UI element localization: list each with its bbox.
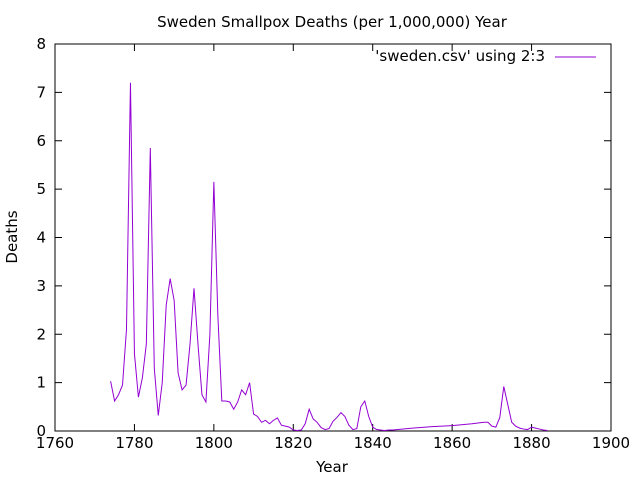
x-tick-label: 1820 <box>274 434 312 452</box>
y-tick-label: 4 <box>36 229 46 247</box>
x-tick-label: 1840 <box>354 434 392 452</box>
x-tick-label: 1900 <box>592 434 630 452</box>
series-line <box>110 82 548 432</box>
y-tick-label: 0 <box>36 422 46 440</box>
y-tick-label: 7 <box>36 83 46 101</box>
y-tick-label: 1 <box>36 374 46 392</box>
plot-frame <box>54 43 612 432</box>
x-tick-label: 1760 <box>36 434 74 452</box>
legend: 'sweden.csv' using 2:3 <box>375 47 596 65</box>
y-tick-label: 2 <box>36 325 46 343</box>
x-tick-label: 1880 <box>512 434 550 452</box>
legend-label: 'sweden.csv' using 2:3 <box>375 47 545 65</box>
chart-title: Sweden Smallpox Deaths (per 1,000,000) Y… <box>157 13 508 31</box>
x-tick-label: 1780 <box>115 434 153 452</box>
x-tick-label: 1800 <box>195 434 233 452</box>
y-tick-label: 5 <box>36 180 46 198</box>
series-layer <box>110 82 548 432</box>
x-tick-label: 1860 <box>433 434 471 452</box>
y-tick-label: 3 <box>36 277 46 295</box>
y-tick-label: 8 <box>36 35 46 53</box>
y-axis-label: Deaths <box>3 210 21 263</box>
axis-ticks: 1760 1780 1800 1820 1840 1860 1880 1900 0 1 2 3 4 5 6 7… <box>36 35 630 452</box>
x-axis-label: Year <box>315 458 349 476</box>
y-tick-label: 6 <box>36 132 46 150</box>
